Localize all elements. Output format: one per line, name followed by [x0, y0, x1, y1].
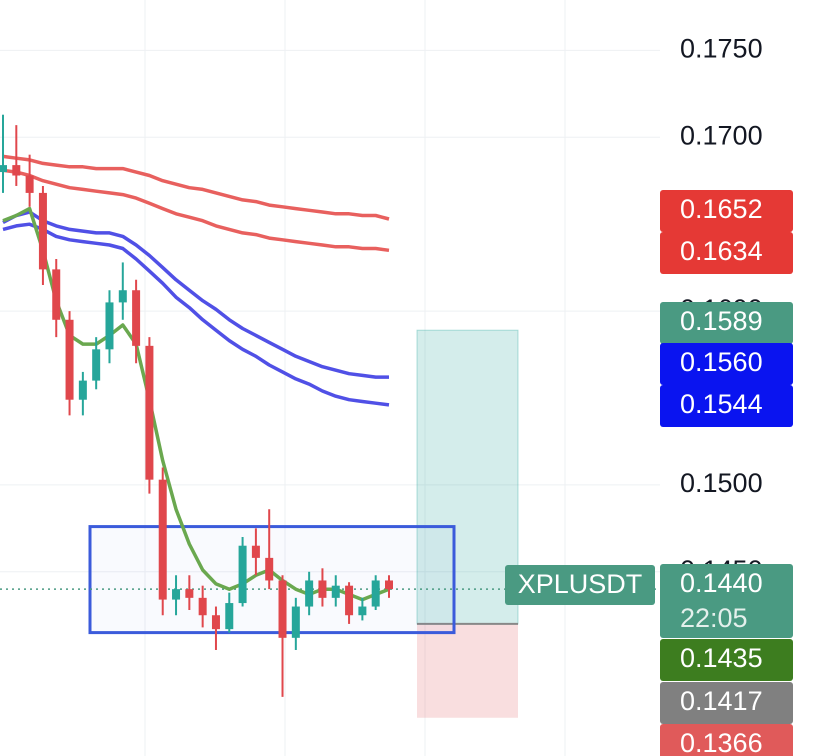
ma-line — [2, 222, 390, 407]
candle-body — [38, 192, 47, 270]
price-label-box — [660, 302, 793, 344]
y-tick-label: 0.1700 — [680, 120, 763, 150]
candle-body — [105, 302, 114, 350]
price-label: 0.1417 — [680, 686, 763, 716]
y-tick-label: 0.1500 — [680, 468, 763, 498]
price-label-box — [660, 343, 793, 385]
symbol-label: XPLUSDT — [518, 569, 643, 599]
price-label-box — [660, 385, 793, 427]
price-label: 0.1652 — [680, 194, 763, 224]
candle-body — [0, 165, 7, 173]
candle-body — [12, 165, 21, 176]
candle-body — [78, 380, 87, 400]
price-label: 0.1366 — [680, 728, 763, 756]
candle-body — [158, 479, 167, 600]
candle-body — [265, 557, 274, 581]
candle-body — [331, 585, 340, 598]
candle-body — [118, 290, 127, 303]
range-box — [88, 525, 456, 635]
candle-body — [345, 585, 354, 616]
price-label: 0.1560 — [680, 347, 763, 377]
price-label: 0.1544 — [680, 389, 763, 419]
symbol-box — [505, 565, 655, 605]
candle-body — [185, 589, 194, 598]
ma-line — [2, 168, 390, 253]
candle-body — [238, 545, 247, 604]
candle-body — [65, 319, 74, 400]
y-tick-label: 0.1750 — [680, 34, 763, 64]
price-label-box — [660, 190, 793, 232]
price-label: 0.1634 — [680, 236, 763, 266]
ma-line — [2, 154, 390, 221]
candle-body — [225, 603, 234, 630]
price-label-box — [660, 682, 793, 724]
price-label: 0.1435 — [680, 643, 763, 673]
countdown: 22:05 — [680, 603, 748, 633]
price-label: 0.1589 — [680, 306, 763, 336]
price-label-box — [660, 724, 793, 756]
candle-body — [172, 589, 181, 600]
candle-body — [291, 606, 300, 638]
candle-body — [25, 175, 34, 193]
price-label-box — [660, 639, 793, 681]
candle-body — [198, 597, 207, 616]
candle-body — [132, 290, 141, 346]
candle-body — [145, 345, 154, 480]
candle-body — [385, 580, 393, 590]
candle-body — [211, 615, 220, 630]
ma-line — [2, 210, 389, 379]
position-target-zone — [416, 329, 519, 625]
candle-body — [251, 545, 260, 558]
candle-body — [52, 269, 61, 320]
price-label-box — [660, 232, 793, 274]
last-price-label: 0.1440 — [680, 568, 763, 598]
candle-body — [92, 349, 101, 381]
candle-body — [371, 580, 380, 607]
position-stop-zone — [417, 623, 518, 718]
candle-body — [278, 580, 287, 638]
candle-body — [305, 580, 314, 607]
candle-body — [358, 606, 367, 616]
candle-body — [318, 580, 327, 598]
last-price-box — [660, 564, 793, 638]
